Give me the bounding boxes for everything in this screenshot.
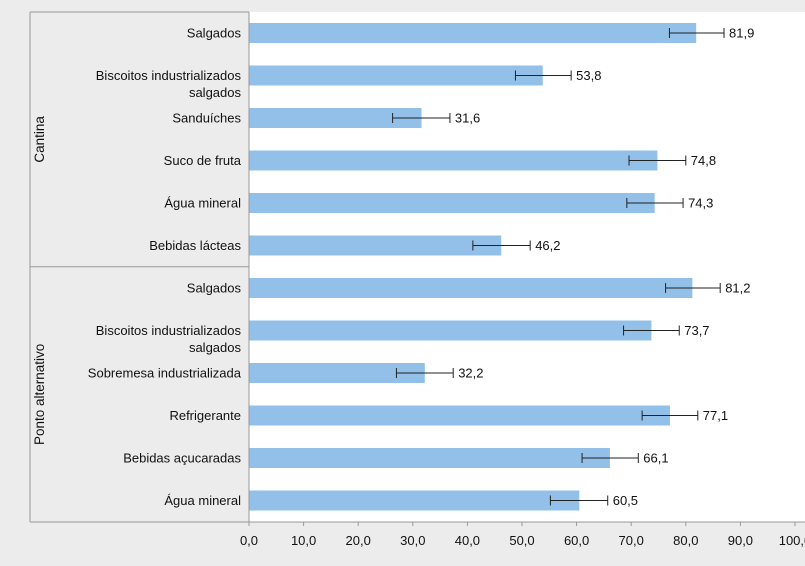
bar xyxy=(249,405,670,426)
plot-area xyxy=(249,12,805,522)
category-label: Refrigerante xyxy=(169,408,241,423)
x-tick-label: 90,0 xyxy=(728,533,753,548)
value-label: 60,5 xyxy=(613,493,638,508)
group-label: Cantina xyxy=(32,116,47,163)
bar xyxy=(249,23,697,43)
x-tick-label: 70,0 xyxy=(619,533,644,548)
value-label: 73,7 xyxy=(684,323,709,338)
x-tick-label: 30,0 xyxy=(400,533,425,548)
x-tick-label: 60,0 xyxy=(564,533,589,548)
category-label: Sanduíches xyxy=(172,111,241,126)
category-label: salgados xyxy=(189,85,242,100)
bar xyxy=(249,278,693,298)
bar xyxy=(249,320,652,341)
x-tick-label: 10,0 xyxy=(291,533,316,548)
bar xyxy=(249,193,655,213)
category-label: Biscoitos industrializados xyxy=(96,68,242,83)
category-label: Água mineral xyxy=(164,493,241,508)
value-label: 31,6 xyxy=(455,111,480,126)
category-label: Água mineral xyxy=(164,196,241,211)
category-label: Salgados xyxy=(187,26,242,41)
bar xyxy=(249,235,502,256)
value-label: 74,8 xyxy=(691,153,716,168)
category-label: Salgados xyxy=(187,281,242,296)
x-tick-label: 20,0 xyxy=(346,533,371,548)
category-label: salgados xyxy=(189,340,242,355)
x-tick-label: 50,0 xyxy=(509,533,534,548)
value-label: 81,9 xyxy=(729,26,754,41)
category-label: Biscoitos industrializados xyxy=(96,323,242,338)
x-tick-label: 100,0 xyxy=(779,533,805,548)
value-label: 53,8 xyxy=(576,68,601,83)
value-label: 81,2 xyxy=(725,281,750,296)
group-label: Ponto alternativo xyxy=(32,344,47,445)
category-label: Bebidas açucaradas xyxy=(123,451,241,466)
value-label: 66,1 xyxy=(643,451,668,466)
bar xyxy=(249,150,658,171)
category-label: Suco de fruta xyxy=(164,153,242,168)
category-label: Sobremesa industrializada xyxy=(88,366,242,381)
x-tick-label: 0,0 xyxy=(240,533,258,548)
bar xyxy=(249,65,543,86)
bar xyxy=(249,448,610,468)
bar xyxy=(249,363,425,383)
bar xyxy=(249,490,580,511)
value-label: 74,3 xyxy=(688,196,713,211)
value-label: 46,2 xyxy=(535,238,560,253)
category-label: Bebidas lácteas xyxy=(149,238,241,253)
value-label: 32,2 xyxy=(458,366,483,381)
bar xyxy=(249,108,422,128)
x-tick-label: 40,0 xyxy=(455,533,480,548)
x-tick-label: 80,0 xyxy=(673,533,698,548)
value-label: 77,1 xyxy=(703,408,728,423)
